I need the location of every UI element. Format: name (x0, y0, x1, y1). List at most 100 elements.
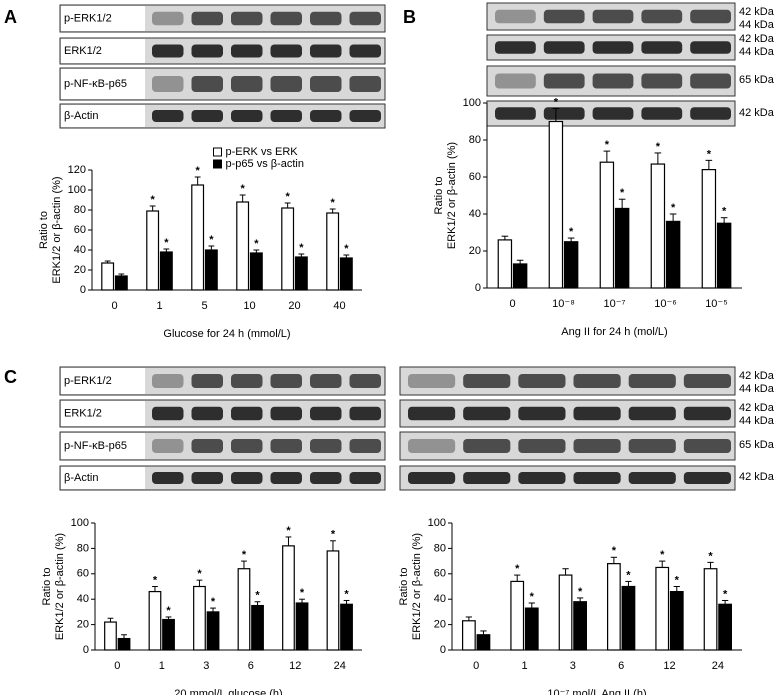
significance-marker: * (612, 545, 617, 557)
blot-band (152, 76, 184, 92)
significance-marker: * (197, 568, 202, 580)
y-tick-label: 60 (434, 568, 446, 580)
bar (146, 210, 160, 291)
y-tick-label: 80 (469, 134, 481, 146)
blot-band (495, 41, 536, 54)
blot-band (683, 472, 731, 484)
significance-marker: * (151, 194, 156, 206)
blot-band (683, 374, 731, 388)
blot-band (152, 11, 184, 26)
bar (104, 621, 117, 651)
y-tick-label: 100 (428, 517, 446, 529)
blot-band (231, 439, 263, 453)
blot-band (191, 11, 223, 26)
x-tick-label: 20 (288, 300, 300, 312)
panel-letter: B (403, 7, 416, 27)
significance-marker: * (515, 563, 520, 575)
significance-marker: * (299, 242, 304, 254)
kda-label: 42 kDa (739, 6, 775, 18)
blot-band (641, 9, 683, 24)
blot-band (310, 472, 342, 484)
x-tick-label: 1 (521, 660, 527, 672)
blot-band (270, 472, 302, 484)
bar (295, 602, 309, 651)
bar (282, 545, 295, 651)
significance-marker: * (671, 202, 676, 214)
x-tick-label: 10⁻⁷ (603, 298, 625, 310)
significance-marker: * (153, 574, 158, 586)
bar (462, 620, 476, 651)
significance-marker: * (554, 96, 559, 108)
x-tick-label: 0 (114, 660, 120, 672)
bar (101, 262, 115, 291)
legend-label: p-p65 vs β-actin (226, 158, 304, 170)
kda-label: 42 kDa (739, 370, 775, 382)
kda-label: 42 kDa (739, 402, 775, 414)
blot-band (349, 110, 381, 122)
blot-band (270, 110, 302, 122)
blot-band (518, 472, 566, 484)
bar (117, 637, 131, 651)
blot-band (592, 107, 634, 120)
significance-marker: * (211, 596, 216, 608)
blot-band (543, 9, 585, 24)
blot-band (408, 374, 456, 388)
blot-band (573, 406, 621, 421)
blot-strip (399, 431, 736, 461)
blot-band (231, 406, 263, 421)
blot-band (191, 374, 223, 388)
y-tick-label: 100 (71, 517, 89, 529)
significance-marker: * (255, 590, 260, 602)
bar (236, 201, 250, 291)
blot-band (310, 374, 342, 388)
blot-band (152, 110, 184, 122)
significance-marker: * (300, 587, 305, 599)
y-tick-label: 20 (77, 619, 89, 631)
significance-marker: * (164, 237, 169, 249)
kda-label: 44 kDa (739, 46, 775, 58)
bar (606, 563, 621, 651)
bar (650, 163, 666, 289)
significance-marker: * (675, 574, 680, 586)
bar (716, 222, 732, 289)
kda-label: 42 kDa (739, 33, 775, 45)
blot-band (310, 76, 342, 92)
x-tick-label: 1 (156, 300, 162, 312)
y-tick-label: 0 (475, 282, 481, 294)
significance-marker: * (331, 197, 336, 209)
blot-band (628, 472, 676, 484)
blot-band (152, 44, 184, 58)
blot-band (690, 41, 731, 54)
blot-label: p-ERK1/2 (64, 375, 112, 387)
bar (114, 275, 128, 291)
significance-marker: * (331, 529, 336, 541)
kda-label: 42 kDa (739, 471, 775, 483)
bar (621, 585, 636, 651)
bar (665, 220, 681, 289)
blot-label: ERK1/2 (64, 45, 102, 57)
blot-band (191, 76, 223, 92)
blot-band (349, 76, 381, 92)
y-tick-label: 60 (74, 224, 86, 236)
kda-label: 44 kDa (739, 415, 775, 427)
blot-band (628, 406, 676, 421)
blot-band (543, 73, 585, 89)
significance-marker: * (626, 569, 631, 581)
bar (701, 169, 717, 289)
bar (340, 603, 353, 651)
blot-label: p-NF-κB-p65 (64, 78, 127, 90)
blot-band (231, 76, 263, 92)
blot-label-box (61, 368, 145, 394)
blot-band (408, 406, 456, 421)
blot-band (191, 110, 223, 122)
bar (237, 568, 251, 651)
blot-band (231, 472, 263, 484)
blot-band (573, 374, 621, 388)
x-tick-label: 5 (201, 300, 207, 312)
bar (159, 251, 173, 291)
blot-band (310, 110, 342, 122)
significance-marker: * (578, 586, 583, 598)
blot-band (231, 374, 263, 388)
blot-label: β-Actin (64, 472, 98, 484)
